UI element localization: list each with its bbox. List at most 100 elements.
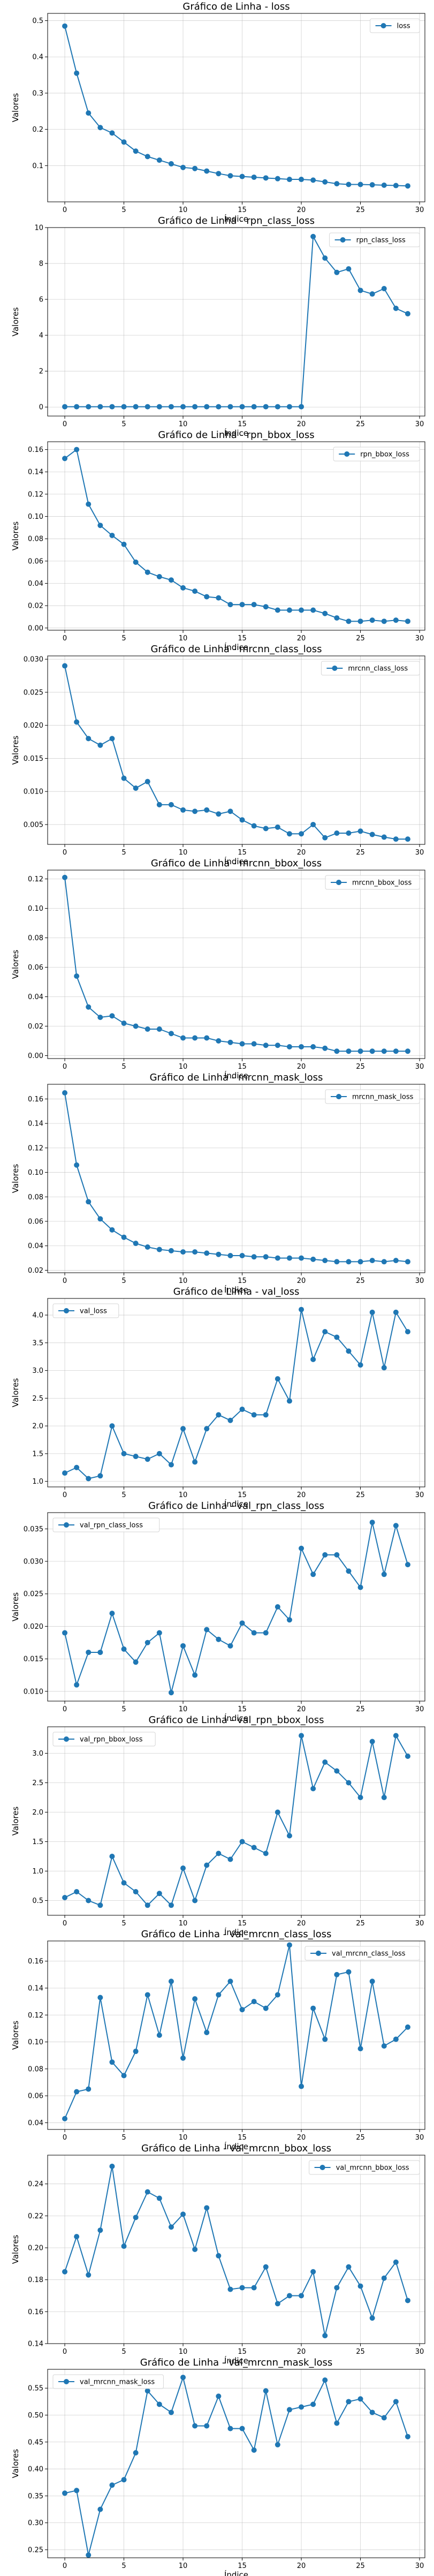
y-tick-label: 6 bbox=[39, 296, 43, 304]
data-point bbox=[393, 1523, 399, 1529]
y-axis-label: Valores bbox=[11, 2235, 20, 2264]
grid-lines bbox=[48, 1084, 425, 1273]
data-point bbox=[156, 574, 162, 580]
data-point bbox=[204, 1426, 210, 1432]
chart-title: Gráfico de Linha - rpn_class_loss bbox=[158, 215, 315, 226]
x-tick-label: 0 bbox=[63, 420, 67, 428]
data-point bbox=[263, 175, 269, 181]
data-point bbox=[227, 1039, 233, 1045]
y-tick-label: 0.55 bbox=[28, 2385, 43, 2393]
data-point bbox=[405, 1562, 410, 1568]
x-tick-label: 15 bbox=[238, 1491, 247, 1499]
data-point bbox=[180, 1643, 186, 1649]
y-tick-label: 0.12 bbox=[28, 2012, 43, 2020]
data-point bbox=[216, 2393, 222, 2399]
data-point bbox=[299, 2083, 304, 2089]
data-point bbox=[156, 1026, 162, 1032]
legend-marker bbox=[316, 1951, 321, 1956]
data-point bbox=[346, 1348, 352, 1354]
grid-lines bbox=[48, 2369, 425, 2558]
y-tick-label: 0.10 bbox=[28, 1169, 43, 1177]
x-tick-label: 15 bbox=[238, 2134, 247, 2142]
data-point bbox=[275, 824, 280, 830]
data-point bbox=[346, 618, 352, 624]
data-point bbox=[369, 1978, 375, 1984]
data-point bbox=[133, 1889, 139, 1894]
data-point bbox=[346, 830, 352, 836]
y-tick-label: 0.1 bbox=[32, 162, 43, 170]
x-tick-label: 5 bbox=[121, 1920, 126, 1928]
data-point bbox=[204, 594, 210, 600]
legend-box bbox=[370, 18, 420, 33]
axes-frame bbox=[47, 1940, 425, 2130]
data-point bbox=[334, 2285, 340, 2291]
x-axis-label: Índice bbox=[224, 428, 248, 438]
data-point bbox=[156, 2033, 162, 2038]
data-point bbox=[168, 577, 174, 583]
data-point bbox=[299, 1255, 304, 1261]
data-point bbox=[286, 177, 292, 183]
data-point bbox=[299, 607, 304, 613]
data-point bbox=[286, 1942, 292, 1948]
data-point bbox=[86, 501, 92, 507]
data-point bbox=[299, 2404, 304, 2410]
data-point bbox=[109, 2059, 115, 2065]
x-tick-label: 20 bbox=[297, 2134, 306, 2142]
data-point bbox=[97, 523, 103, 528]
data-point bbox=[322, 1329, 328, 1335]
data-point bbox=[180, 404, 186, 410]
line-with-dot-icon bbox=[331, 1094, 347, 1099]
y-tick-label: 0.3 bbox=[32, 89, 43, 97]
axes-frame bbox=[47, 870, 425, 1059]
data-point bbox=[144, 1026, 150, 1032]
legend: loss bbox=[370, 18, 420, 33]
chart-panel: Gráfico de Linha - mrcnn_mask_loss 0 5 10 15… bbox=[11, 1072, 425, 1295]
data-point bbox=[405, 2024, 410, 2030]
y-tick-label: 3.0 bbox=[32, 1367, 43, 1375]
grid-lines bbox=[48, 13, 425, 202]
data-point bbox=[62, 2269, 68, 2275]
y-tick-label: 0.14 bbox=[28, 1120, 43, 1128]
x-tick-label: 20 bbox=[297, 420, 306, 428]
x-tick-label: 20 bbox=[297, 206, 306, 214]
axes-frame bbox=[47, 1084, 425, 1273]
data-point bbox=[109, 130, 115, 136]
y-tick-label: 0.08 bbox=[28, 934, 43, 942]
x-tick-label: 10 bbox=[179, 2134, 188, 2142]
data-point bbox=[109, 2482, 115, 2488]
x-axis-label: Índice bbox=[224, 1285, 248, 1295]
data-point bbox=[168, 1902, 174, 1908]
grid-lines bbox=[48, 2155, 425, 2344]
data-point bbox=[74, 1162, 80, 1168]
data-point bbox=[86, 1199, 92, 1205]
series-line bbox=[64, 448, 408, 622]
x-axis-label: Índice bbox=[224, 214, 248, 224]
data-point bbox=[322, 179, 328, 185]
y-tick-label: 0.030 bbox=[24, 656, 43, 664]
legend-box bbox=[325, 1089, 420, 1104]
data-point bbox=[322, 1258, 328, 1264]
data-point bbox=[204, 807, 210, 813]
data-point bbox=[62, 874, 68, 880]
data-point bbox=[86, 404, 92, 410]
data-point bbox=[251, 823, 257, 829]
x-tick-label: 20 bbox=[297, 1491, 306, 1499]
data-point bbox=[251, 404, 257, 410]
legend-label: rpn_bbox_loss bbox=[360, 451, 409, 459]
data-point bbox=[346, 1568, 352, 1574]
data-point bbox=[405, 311, 410, 316]
data-point bbox=[192, 1898, 198, 1903]
data-point bbox=[204, 1035, 210, 1041]
data-point bbox=[310, 607, 316, 613]
legend-marker bbox=[380, 23, 386, 28]
x-axis-label: Índice bbox=[224, 642, 248, 652]
y-tick-label: 0.015 bbox=[24, 755, 43, 763]
data-point bbox=[216, 1850, 222, 1856]
y-axis-label: Valores bbox=[11, 1164, 20, 1193]
data-point bbox=[346, 266, 352, 272]
data-point bbox=[381, 1572, 387, 1577]
data-point bbox=[227, 173, 233, 179]
data-point bbox=[97, 1473, 103, 1479]
y-tick-label: 2.5 bbox=[32, 1395, 43, 1403]
data-point bbox=[322, 2333, 328, 2339]
